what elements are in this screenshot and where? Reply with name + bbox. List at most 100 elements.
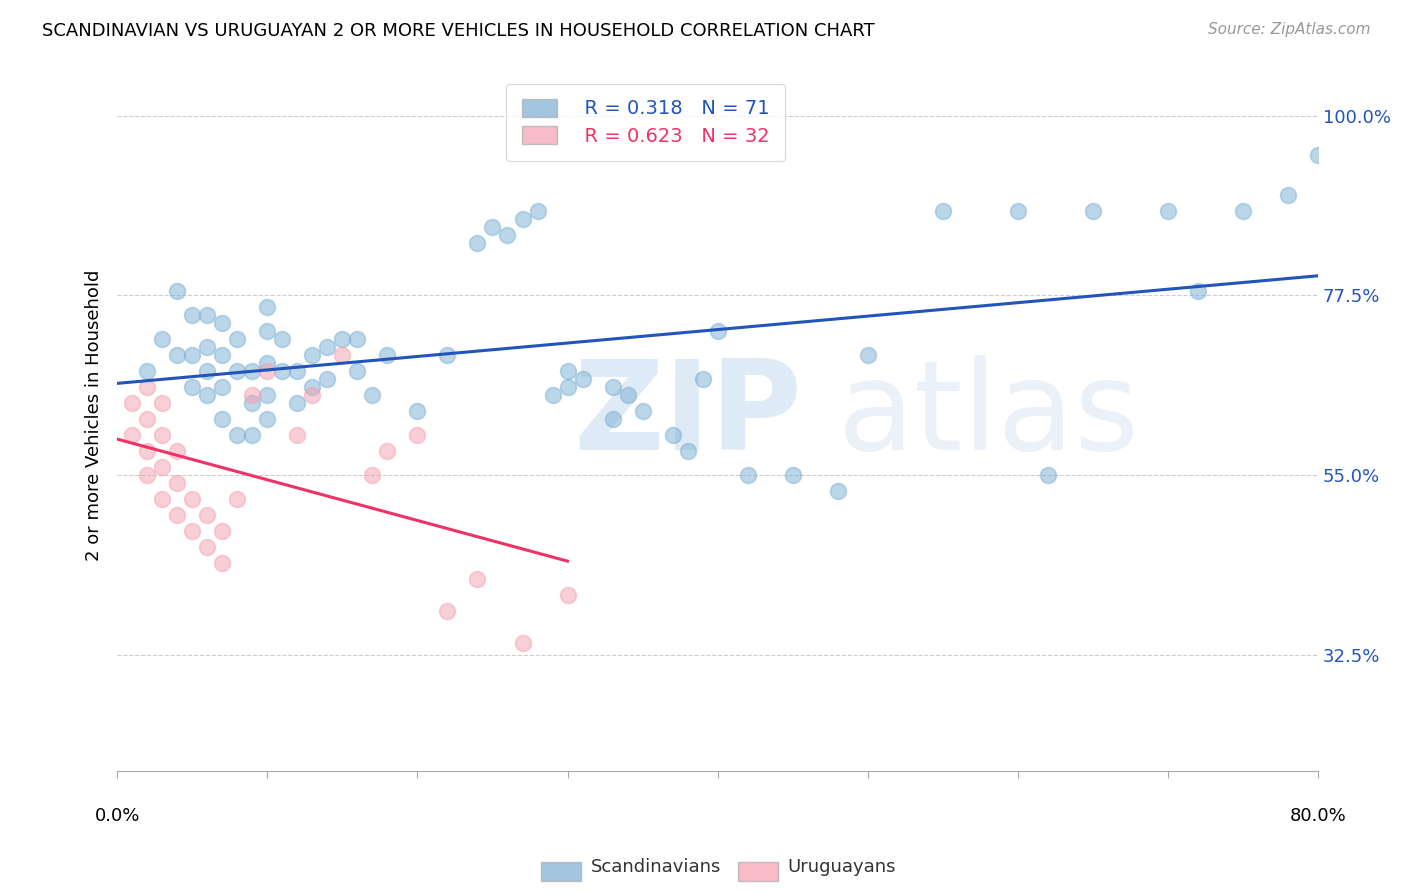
Point bbox=[226, 492, 249, 507]
Point bbox=[436, 604, 458, 618]
Point bbox=[136, 364, 159, 378]
Point bbox=[827, 484, 849, 499]
Point bbox=[285, 428, 308, 442]
Point bbox=[136, 468, 159, 483]
Point bbox=[436, 348, 458, 362]
Point bbox=[557, 588, 579, 602]
Point bbox=[256, 388, 278, 402]
Point bbox=[256, 356, 278, 370]
Y-axis label: 2 or more Vehicles in Household: 2 or more Vehicles in Household bbox=[86, 269, 103, 561]
Text: ZIP: ZIP bbox=[574, 355, 803, 475]
Point bbox=[932, 204, 955, 219]
Point bbox=[150, 428, 173, 442]
Point bbox=[346, 364, 368, 378]
Point bbox=[226, 364, 249, 378]
Point bbox=[240, 396, 263, 410]
Point bbox=[181, 492, 204, 507]
Point bbox=[316, 340, 339, 354]
Point bbox=[195, 340, 218, 354]
Point bbox=[121, 428, 143, 442]
Point bbox=[1277, 188, 1299, 202]
Point bbox=[332, 348, 354, 362]
Point bbox=[166, 444, 188, 458]
Point bbox=[481, 220, 503, 235]
Point bbox=[136, 412, 159, 426]
Point bbox=[346, 332, 368, 346]
Point bbox=[361, 468, 384, 483]
Point bbox=[377, 444, 399, 458]
Point bbox=[271, 364, 294, 378]
Point bbox=[211, 348, 233, 362]
Text: Source: ZipAtlas.com: Source: ZipAtlas.com bbox=[1208, 22, 1371, 37]
Point bbox=[121, 396, 143, 410]
Point bbox=[256, 412, 278, 426]
Point bbox=[301, 388, 323, 402]
Point bbox=[557, 380, 579, 394]
Point bbox=[541, 388, 564, 402]
Point bbox=[240, 388, 263, 402]
Point bbox=[361, 388, 384, 402]
Point bbox=[512, 636, 534, 650]
Point bbox=[526, 204, 548, 219]
Text: 0.0%: 0.0% bbox=[94, 806, 139, 825]
Text: atlas: atlas bbox=[838, 355, 1140, 475]
Point bbox=[285, 364, 308, 378]
Point bbox=[406, 404, 429, 418]
Point bbox=[271, 332, 294, 346]
Point bbox=[240, 364, 263, 378]
Point bbox=[211, 556, 233, 570]
Point bbox=[602, 412, 624, 426]
Point bbox=[285, 396, 308, 410]
Point bbox=[332, 332, 354, 346]
Point bbox=[166, 348, 188, 362]
Point bbox=[150, 332, 173, 346]
Point bbox=[181, 524, 204, 538]
Point bbox=[256, 324, 278, 338]
Point bbox=[512, 212, 534, 227]
Text: 80.0%: 80.0% bbox=[1289, 806, 1347, 825]
Point bbox=[661, 428, 683, 442]
Text: SCANDINAVIAN VS URUGUAYAN 2 OR MORE VEHICLES IN HOUSEHOLD CORRELATION CHART: SCANDINAVIAN VS URUGUAYAN 2 OR MORE VEHI… bbox=[42, 22, 875, 40]
Point bbox=[1036, 468, 1059, 483]
Point bbox=[211, 380, 233, 394]
Point bbox=[195, 388, 218, 402]
Point bbox=[166, 476, 188, 491]
Point bbox=[195, 508, 218, 522]
Point bbox=[150, 492, 173, 507]
Point bbox=[1232, 204, 1254, 219]
Point bbox=[301, 348, 323, 362]
Point bbox=[226, 428, 249, 442]
Point bbox=[195, 308, 218, 322]
Point bbox=[136, 444, 159, 458]
Point bbox=[1007, 204, 1029, 219]
Point bbox=[256, 301, 278, 315]
Point bbox=[195, 364, 218, 378]
Point bbox=[631, 404, 654, 418]
Point bbox=[211, 412, 233, 426]
Point bbox=[316, 372, 339, 386]
Point bbox=[557, 364, 579, 378]
Point bbox=[301, 380, 323, 394]
Point bbox=[150, 460, 173, 475]
Point bbox=[706, 324, 728, 338]
Point bbox=[676, 444, 699, 458]
Point bbox=[1157, 204, 1180, 219]
Point bbox=[1308, 148, 1330, 162]
Text: Scandinavians: Scandinavians bbox=[591, 858, 721, 876]
Point bbox=[240, 428, 263, 442]
Legend:   R = 0.318   N = 71,   R = 0.623   N = 32: R = 0.318 N = 71, R = 0.623 N = 32 bbox=[506, 84, 786, 161]
Point bbox=[377, 348, 399, 362]
Point bbox=[211, 524, 233, 538]
Text: Uruguayans: Uruguayans bbox=[787, 858, 896, 876]
Point bbox=[166, 508, 188, 522]
Point bbox=[692, 372, 714, 386]
Point bbox=[496, 228, 519, 243]
Point bbox=[616, 388, 638, 402]
Point bbox=[256, 364, 278, 378]
Point bbox=[1187, 285, 1209, 299]
Point bbox=[467, 572, 489, 586]
Point bbox=[181, 348, 204, 362]
Point bbox=[856, 348, 879, 362]
Point bbox=[467, 236, 489, 251]
Point bbox=[136, 380, 159, 394]
